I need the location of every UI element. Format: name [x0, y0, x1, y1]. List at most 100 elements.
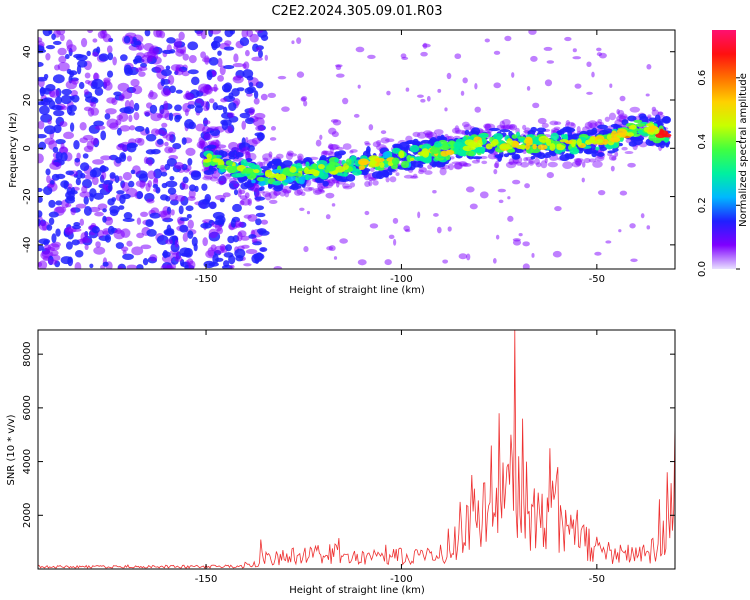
heatmap-noise-blob	[68, 111, 76, 116]
heatmap-faint-blob	[328, 143, 334, 150]
heatmap-ridge-blob	[372, 141, 381, 148]
colorbar-tick-label: 0.0	[697, 261, 708, 277]
heatmap-noise-blob	[123, 212, 133, 220]
heatmap-noise-blob	[164, 163, 171, 171]
heatmap-noise-blob	[174, 239, 179, 248]
heatmap-noise-blob	[91, 51, 99, 57]
heatmap-faint-blob	[243, 214, 252, 219]
heatmap-ridge-blob	[283, 178, 294, 183]
heatmap-noise-blob	[179, 224, 189, 233]
heatmap-noise-blob	[207, 126, 219, 131]
heatmap-faint-blob	[543, 46, 553, 51]
heatmap-ridge-blob	[657, 111, 663, 116]
heatmap-noise-blob	[136, 232, 145, 239]
heatmap-noise-blob	[80, 37, 88, 48]
heatmap-ridge-blob	[338, 178, 350, 183]
heatmap-ridge-blob	[587, 120, 598, 129]
heatmap-ridge-blob	[228, 177, 237, 184]
heatmap-ridge-blob	[416, 131, 427, 139]
heatmap-ridge-blob	[403, 174, 415, 179]
heatmap-noise-blob	[115, 227, 122, 235]
heatmap-ridge-blob	[657, 111, 664, 116]
heatmap-ridge-blob	[289, 185, 296, 190]
heatmap-ridge-blob	[234, 183, 239, 189]
heatmap-faint-blob	[405, 87, 410, 92]
heatmap-ridge-blob	[312, 163, 318, 171]
heatmap-faint-blob	[267, 92, 277, 99]
heatmap-ridge-blob	[530, 155, 536, 160]
heatmap-noise-blob	[150, 112, 162, 122]
heatmap-noise-blob	[208, 201, 217, 210]
heatmap-noise-blob	[168, 112, 174, 122]
heatmap-noise-blob	[147, 170, 156, 180]
heatmap-noise-blob	[143, 156, 149, 165]
heatmap-ridge-blob	[476, 139, 483, 148]
heatmap-noise-blob	[233, 189, 239, 196]
heatmap-ridge-blob	[218, 150, 224, 154]
heatmap-noise-blob	[160, 194, 169, 201]
heatmap-noise-blob	[52, 40, 62, 45]
heatmap-noise-blob	[105, 108, 117, 115]
heatmap-faint-blob	[493, 169, 498, 175]
heatmap-ridge-blob	[314, 189, 326, 194]
heatmap-noise-blob	[68, 104, 77, 112]
heatmap-ridge-blob	[565, 153, 575, 160]
heatmap-noise-blob	[55, 138, 66, 145]
heatmap-ridge-blob	[382, 151, 391, 159]
snr-panel: -150 -100 -50 2000 4000 6000 8000 Height of s…	[6, 329, 676, 596]
heatmap-noise-blob	[163, 100, 169, 111]
heatmap-faint-blob	[493, 50, 501, 55]
heatmap-ridge-blob	[325, 164, 337, 172]
heatmap-noise-blob	[109, 209, 119, 217]
heatmap-noise-blob	[55, 206, 67, 214]
heatmap-ridge-blob	[573, 158, 584, 163]
heatmap-noise-blob	[260, 219, 269, 225]
heatmap-faint-blob	[454, 53, 462, 60]
heatmap-noise-blob	[119, 125, 131, 132]
heatmap-ridge-blob	[515, 144, 527, 150]
heatmap-noise-blob	[112, 56, 117, 66]
heatmap-ridge-blob	[522, 124, 527, 130]
heatmap-ridge-blob	[316, 159, 328, 166]
heatmap-ridge-blob	[595, 146, 600, 151]
heatmap-faint-blob	[392, 217, 399, 224]
heatmap-noise-blob	[72, 224, 82, 230]
heatmap-noise-blob	[38, 244, 45, 252]
heatmap-ridge-blob	[358, 165, 366, 170]
heatmap-faint-blob	[572, 56, 582, 60]
heatmap-noise-blob	[241, 120, 247, 130]
heatmap-noise-blob	[45, 52, 51, 61]
heatmap-ridge-blob	[596, 152, 605, 157]
heatmap-ridge-blob	[463, 123, 472, 131]
heatmap-ridge-blob	[243, 162, 253, 167]
heatmap-faint-blob	[544, 157, 548, 164]
heatmap-ridge-blob	[583, 158, 591, 164]
heatmap-noise-blob	[122, 217, 135, 223]
heatmap-faint-blob	[369, 223, 379, 229]
heatmap-noise-blob	[98, 53, 109, 62]
heatmap-noise-blob	[243, 61, 250, 70]
heatmap-ridge-blob	[312, 188, 322, 196]
heatmap-faint-blob	[355, 46, 365, 53]
heatmap-noise-blob	[239, 200, 245, 206]
heatmap-noise-blob	[132, 85, 143, 95]
heatmap-noise-blob	[241, 30, 249, 39]
heatmap-ridge-blob	[594, 155, 605, 162]
heatmap-faint-blob	[507, 196, 511, 200]
heatmap-faint-blob	[465, 186, 475, 193]
heatmap-noise-blob	[145, 133, 157, 142]
heatmap-faint-blob	[442, 259, 449, 264]
heatmap-ridge-blob	[528, 160, 534, 165]
heatmap-ridge-blob	[226, 165, 237, 174]
spectrogram-y-tick-label: 0	[22, 145, 33, 151]
heatmap-noise-blob	[149, 104, 158, 114]
heatmap-noise-blob	[130, 169, 136, 175]
heatmap-faint-blob	[303, 245, 309, 253]
heatmap-ridge-blob	[245, 157, 253, 163]
heatmap-ridge-blob	[217, 177, 228, 183]
heatmap-noise-blob	[244, 87, 254, 95]
heatmap-ridge-blob	[506, 145, 513, 150]
heatmap-noise-blob	[73, 140, 80, 150]
heatmap-noise-blob	[182, 53, 189, 61]
